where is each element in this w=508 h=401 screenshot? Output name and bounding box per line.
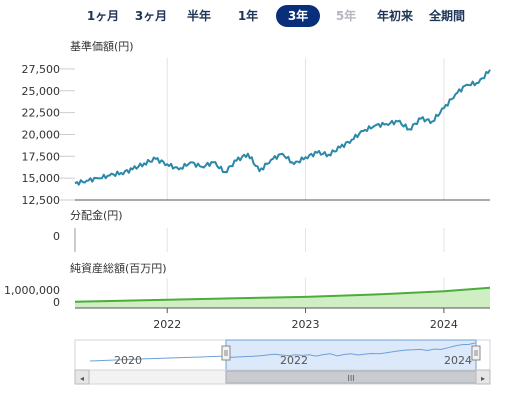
scroll-left-arrow-icon: ◂ <box>80 374 84 383</box>
x-axis-ticks: 2022 2023 2024 <box>153 308 458 331</box>
price-y-tick-label: 22,500 <box>22 107 61 120</box>
price-y-tick-label: 17,500 <box>22 150 61 163</box>
x-tick-label: 2024 <box>430 318 458 331</box>
price-y-tick-label: 25,000 <box>22 85 61 98</box>
assets-y-tick-1000000: 1,000,000 <box>4 284 60 297</box>
assets-y-tick-0: 0 <box>53 296 60 309</box>
scroll-right-arrow-icon: ▸ <box>481 374 485 383</box>
range-ytd-button[interactable]: 年初来 <box>376 9 413 23</box>
price-y-tick-label: 20,000 <box>22 128 61 141</box>
assets-series-line <box>74 286 491 303</box>
dividend-y-tick: 0 <box>53 230 60 243</box>
price-y-tick-label: 12,500 <box>22 194 61 207</box>
navigator-series-line <box>89 342 477 362</box>
scroll-left-button[interactable] <box>74 369 90 385</box>
price-y-tick-label: 27,500 <box>22 63 61 76</box>
range-1month-button[interactable]: 1ヶ月 <box>86 9 120 23</box>
scroll-right-button[interactable] <box>475 369 491 385</box>
price-y-axis: 27,500 25,000 22,500 20,000 17,500 15,000 12,5… <box>22 63 75 207</box>
price-series-line <box>74 69 491 186</box>
navigator-right-handle[interactable] <box>471 345 481 361</box>
range-all-button[interactable]: 全期間 <box>428 9 465 23</box>
range-selector: 1ヶ月 3ヶ月 半年 1年 3年 5年 年初来 全期間 <box>0 0 508 30</box>
range-3year-button[interactable]: 3年 <box>276 5 320 27</box>
navigator-x-label: 2020 <box>114 354 142 367</box>
dividend-gridlines <box>166 228 445 252</box>
dividend-panel-title: 分配金(円) <box>70 208 123 222</box>
navigator-x-label: 2022 <box>280 354 308 367</box>
range-5year-button: 5年 <box>335 9 357 23</box>
range-3month-button[interactable]: 3ヶ月 <box>134 9 168 23</box>
navigator-x-labels: 2020 2022 2024 <box>114 354 472 367</box>
navigator-left-handle[interactable] <box>221 345 231 361</box>
x-tick-label: 2022 <box>153 318 181 331</box>
x-tick-label: 2023 <box>292 318 320 331</box>
scrollbar-grip-icon: III <box>347 374 354 383</box>
range-1year-button[interactable]: 1年 <box>237 9 259 23</box>
price-gridlines <box>166 58 445 200</box>
price-y-tick-label: 15,000 <box>22 172 61 185</box>
price-panel-title: 基準価額(円) <box>70 39 134 53</box>
navigator-x-label: 2024 <box>444 354 472 367</box>
range-6month-button[interactable]: 半年 <box>186 9 211 23</box>
assets-panel-title: 純資産総額(百万円) <box>70 261 167 275</box>
